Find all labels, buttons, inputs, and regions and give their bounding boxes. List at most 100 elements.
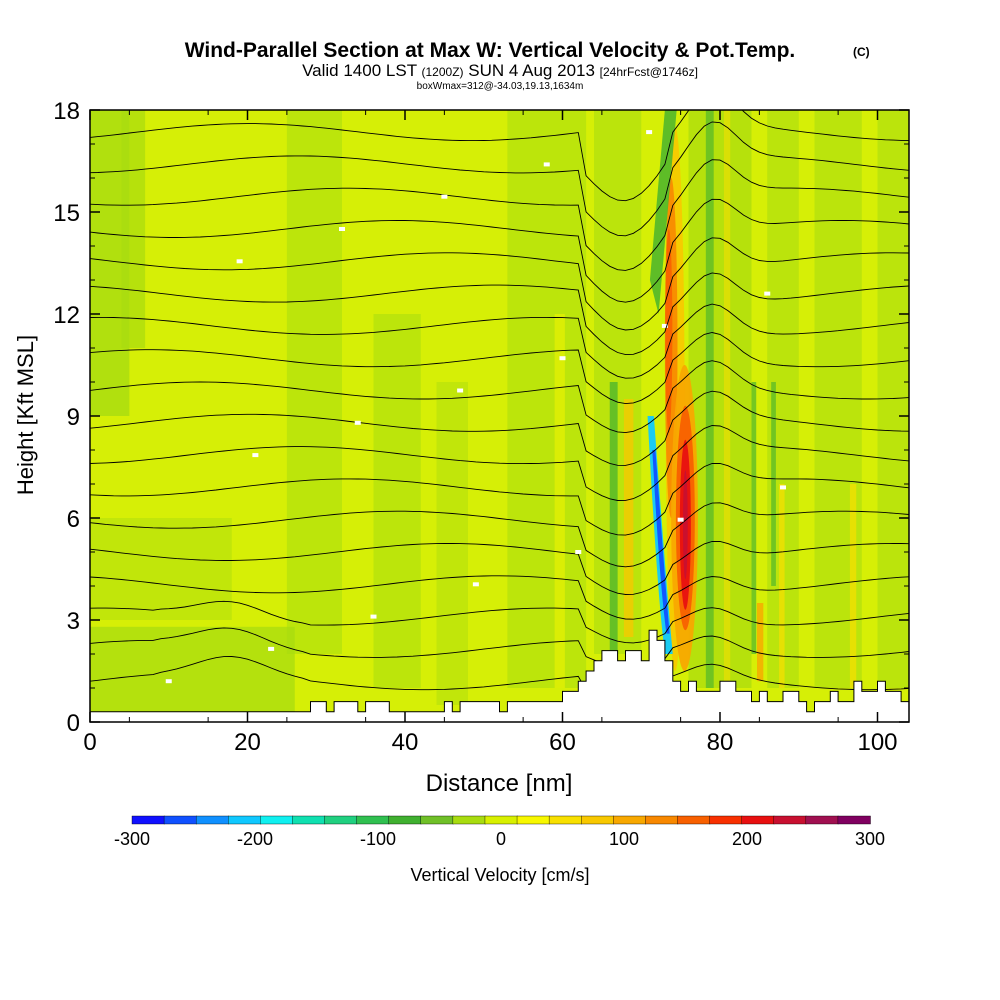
- field-band: [779, 484, 785, 688]
- colorbar-swatch: [581, 815, 615, 825]
- y-tick-label: 12: [53, 302, 80, 329]
- chart-title: Wind-Parallel Section at Max W: Vertical…: [185, 39, 796, 62]
- valid-prefix: Valid 1400 LST: [302, 61, 417, 80]
- colorbar-swatch: [356, 815, 390, 825]
- field-band: [554, 314, 565, 688]
- field-band: [849, 484, 857, 688]
- isentrope: [90, 502, 909, 568]
- contour-label: [236, 259, 243, 264]
- y-tick-label: 15: [53, 200, 80, 227]
- contour-label: [780, 485, 786, 490]
- contour-label: [370, 614, 377, 619]
- box-info: boxWmax=312@-34.03,19.13,1634m: [417, 81, 584, 92]
- colorbar-swatch: [516, 815, 550, 825]
- contour-label: [646, 130, 653, 135]
- forecast-info: [24hrFcst@1746z]: [600, 65, 698, 79]
- field-band: [751, 382, 757, 654]
- valid-date: SUN 4 Aug 2013: [468, 61, 595, 80]
- velocity-field: [90, 110, 909, 712]
- field-band: [507, 110, 587, 688]
- colorbar-swatch: [420, 815, 454, 825]
- colorbar-swatch: [677, 815, 711, 825]
- colorbar: [131, 815, 871, 825]
- colorbar-swatch: [195, 815, 229, 825]
- field-band: [723, 110, 731, 688]
- colorbar-swatch: [484, 815, 518, 825]
- x-axis-label: Distance [nm]: [426, 770, 573, 797]
- contour-label: [441, 194, 448, 199]
- isentrope: [90, 390, 909, 466]
- colorbar-swatch: [452, 815, 486, 825]
- colorbar-swatch: [773, 815, 807, 825]
- x-tick-label: 0: [83, 729, 96, 756]
- colorbar-tick-labels: -300 -200 -100 0 100 200 300: [114, 829, 885, 849]
- plot-area: [90, 110, 909, 722]
- downdraft-core: [652, 450, 670, 634]
- copyright-mark: (C): [853, 45, 870, 59]
- colorbar-swatch: [613, 815, 647, 825]
- x-tick-label: 100: [857, 729, 897, 756]
- y-axis-ticks: 0 3 6 9 12 15 18: [53, 98, 909, 737]
- colorbar-tick-label: 300: [855, 829, 885, 849]
- y-tick-label: 6: [67, 506, 80, 533]
- contour-label: [354, 420, 361, 425]
- contour-label: [575, 550, 582, 554]
- colorbar-tick-label: -300: [114, 829, 150, 849]
- colorbar-swatch: [260, 815, 294, 825]
- colorbar-swatch: [292, 815, 326, 825]
- field-band: [705, 110, 714, 688]
- velocity-core: [682, 470, 688, 580]
- contour-label: [457, 388, 464, 393]
- colorbar-swatch: [645, 815, 679, 825]
- terrain: [90, 629, 909, 722]
- potential-temperature-contours: [90, 110, 909, 698]
- isentrope: [90, 198, 909, 303]
- contour-label: [677, 517, 684, 522]
- isentrope: [90, 332, 909, 405]
- isentrope: [90, 121, 909, 237]
- colorbar-swatch: [388, 815, 422, 825]
- isentrope: [90, 462, 909, 536]
- field-band: [757, 603, 764, 682]
- isentrope: [90, 627, 909, 669]
- isentrope: [90, 360, 909, 434]
- x-tick-label: 60: [549, 729, 576, 756]
- field-band: [286, 110, 342, 654]
- colorbar-swatch: [324, 815, 358, 825]
- colorbar-swatch: [709, 815, 743, 825]
- velocity-core: [665, 229, 673, 433]
- colorbar-swatch: [837, 815, 871, 825]
- colorbar-tick-label: -100: [360, 829, 396, 849]
- x-tick-label: 20: [234, 729, 261, 756]
- y-tick-label: 9: [67, 404, 80, 431]
- isentrope: [90, 600, 909, 644]
- field-band: [609, 382, 618, 654]
- colorbar-swatch: [228, 815, 262, 825]
- isentrope: [90, 110, 909, 202]
- y-tick-label: 3: [67, 608, 80, 635]
- contour-label: [339, 227, 345, 231]
- contour-label: [472, 582, 479, 587]
- colorbar-swatch: [548, 815, 582, 825]
- contour-label: [661, 323, 668, 328]
- x-tick-label: 80: [707, 729, 734, 756]
- isentrope: [90, 237, 909, 331]
- colorbar-label: Vertical Velocity [cm/s]: [410, 865, 589, 885]
- y-tick-label: 0: [67, 710, 80, 737]
- colorbar-tick-label: 0: [496, 829, 506, 849]
- colorbar-swatch: [163, 815, 197, 825]
- field-band: [623, 399, 634, 637]
- colorbar-tick-label: 100: [609, 829, 639, 849]
- isentrope: [90, 541, 909, 595]
- contour-label: [252, 453, 259, 458]
- field-band: [373, 314, 421, 688]
- x-tick-label: 40: [392, 729, 419, 756]
- isentrope: [90, 425, 909, 501]
- contour-label: [268, 646, 275, 651]
- y-tick-label: 18: [53, 98, 80, 125]
- contour-label: [559, 356, 566, 361]
- valid-utc: (1200Z): [422, 65, 464, 79]
- field-band: [121, 110, 146, 348]
- isentrope: [90, 575, 909, 620]
- x-axis-ticks: 0 20 40 60 80 100: [83, 110, 898, 756]
